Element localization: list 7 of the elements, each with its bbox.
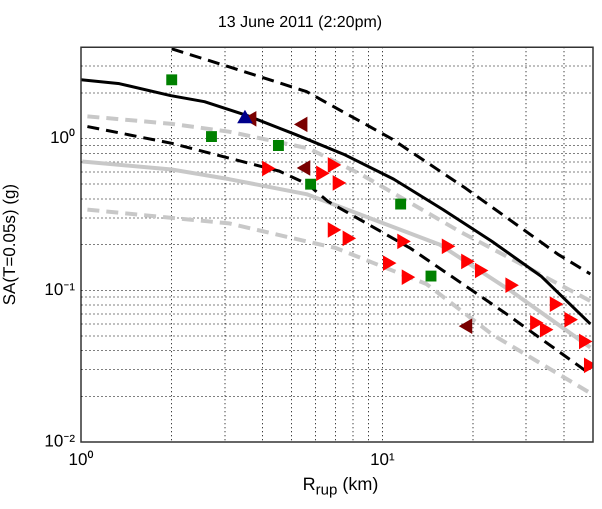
- x-tick-label: 10¹: [370, 450, 395, 469]
- y-tick-label: 10⁻¹: [44, 280, 76, 299]
- chart-title: 13 June 2011 (2:20pm): [218, 14, 382, 32]
- y-axis-title: SA(T=0.05s) (g): [0, 184, 19, 306]
- y-tick-label: 10⁰: [50, 128, 75, 148]
- x-axis-title: R$_{rup}$ (km): [302, 474, 380, 499]
- y-tick-label: 10⁻²: [44, 432, 76, 451]
